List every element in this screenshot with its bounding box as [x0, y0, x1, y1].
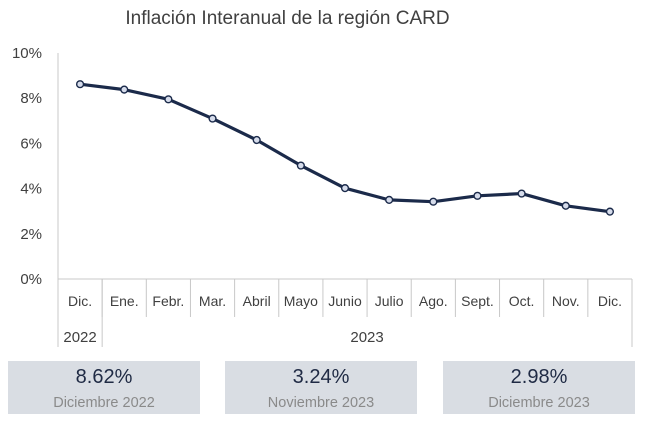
stat-card-label: Diciembre 2022 [53, 395, 155, 411]
y-tick-label: 0% [20, 271, 42, 288]
y-tick-label: 8% [20, 90, 42, 107]
year-label: 2023 [350, 329, 383, 346]
x-tick-label: Dic. [598, 293, 622, 309]
stat-card-value: 8.62% [75, 366, 133, 388]
x-tick-label: Febr. [152, 293, 184, 309]
stat-card-dec-2023: 2.98% Diciembre 2023 [443, 361, 635, 414]
data-point [208, 114, 217, 123]
line-chart: 0% 2% 4% 6% 8% 10% 2022 2023 Dic. Ene. Febr. Mar. Ab… [12, 45, 633, 347]
x-tick-label: Ene. [110, 293, 139, 309]
stat-card-dec-2022: 8.62% Diciembre 2022 [8, 361, 200, 414]
data-point [120, 85, 129, 94]
x-tick-label: Oct. [509, 293, 535, 309]
data-point [517, 189, 526, 198]
data-point [75, 80, 85, 89]
data-point [561, 201, 570, 210]
x-tick-label: Nov. [552, 293, 580, 309]
series-line [79, 82, 611, 214]
x-tick-label: Junio [328, 293, 362, 309]
stat-card-label: Noviembre 2023 [267, 395, 375, 411]
data-point [605, 207, 615, 216]
x-tick-label: Ago. [419, 293, 448, 309]
data-point [340, 184, 350, 193]
x-tick-label: Dic. [68, 293, 92, 309]
stat-card-label: Diciembre 2023 [488, 395, 590, 411]
year-label: 2022 [63, 329, 96, 346]
x-tick-label: Julio [375, 293, 404, 309]
y-tick-label: 2% [20, 226, 42, 243]
y-tick-label: 10% [12, 45, 42, 62]
y-tick-label: 4% [20, 181, 42, 198]
x-tick-label: Abril [243, 293, 271, 309]
data-point [473, 191, 482, 200]
stat-card-value: 3.24% [292, 366, 350, 388]
x-tick-label: Mar. [199, 293, 226, 309]
stat-card-value: 2.98% [510, 366, 568, 388]
y-tick-label: 6% [20, 135, 42, 152]
data-point [252, 135, 261, 145]
chart-title: Inflación Interanual de la región CARD [125, 8, 450, 29]
data-point [385, 195, 394, 205]
x-tick-label: Mayo [284, 293, 318, 309]
stat-card-nov-2023: 3.24% Noviembre 2023 [225, 361, 417, 414]
data-point [429, 197, 438, 206]
data-point [164, 95, 173, 104]
x-tick-label: Sept. [461, 293, 494, 309]
data-point [296, 161, 305, 170]
